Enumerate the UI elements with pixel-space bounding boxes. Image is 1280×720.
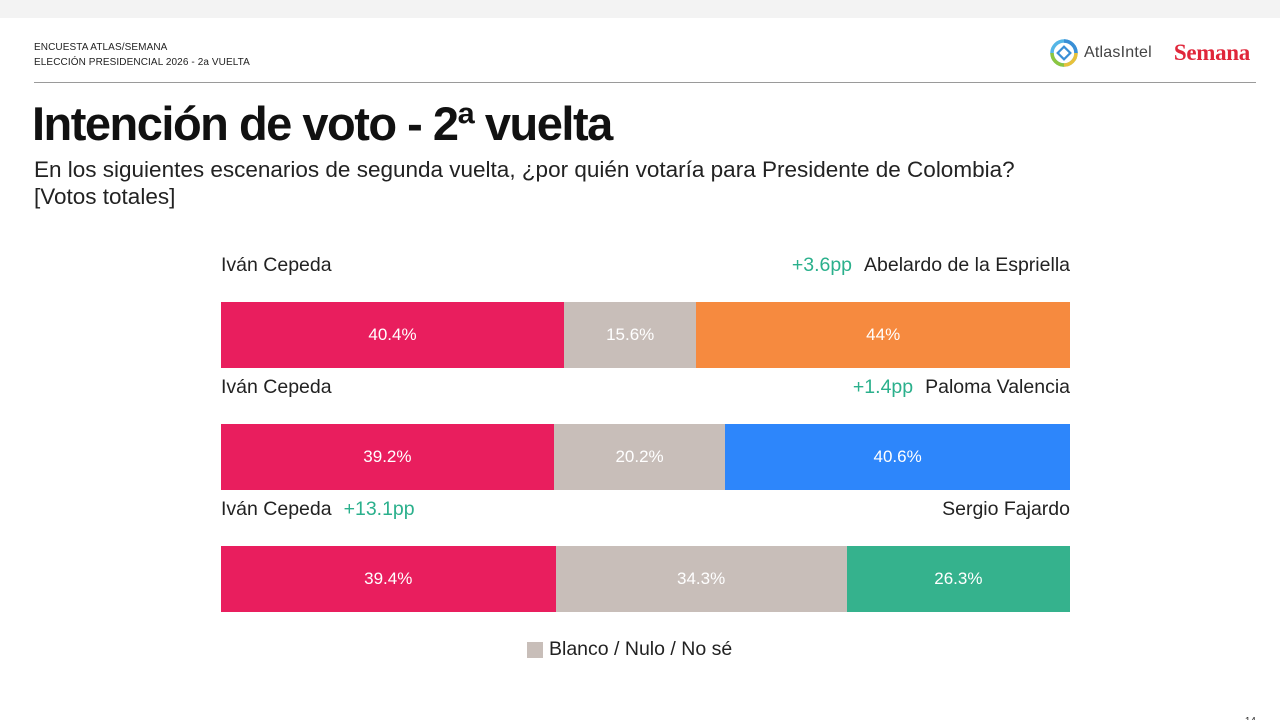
kicker: ENCUESTA ATLAS/SEMANA ELECCIÓN PRESIDENC…	[34, 40, 250, 70]
semana-logo: Semana	[1173, 40, 1250, 65]
lead-difference: +1.4pp	[852, 376, 914, 398]
legend-swatch-blank	[527, 641, 543, 658]
legend-label: Blanco / Nulo / No sé	[549, 638, 733, 660]
atlasintel-mark-icon	[1050, 39, 1078, 67]
lead-difference: +13.1pp	[343, 498, 415, 520]
scenario-labels: Iván Cepeda +1.4pp Paloma Valencia	[221, 372, 1070, 400]
bar-segment: 34.3%	[555, 546, 847, 612]
bar-value-label: 20.2%	[615, 447, 664, 466]
stacked-bar: 40.4% 15.6% 44%	[221, 302, 1070, 368]
header-divider	[34, 82, 1256, 83]
page-title: Intención de voto - 2ª vuelta	[32, 97, 613, 150]
lead-difference: +3.6pp	[791, 254, 853, 276]
candidate-right-name: Abelardo de la Espriella	[864, 254, 1070, 276]
bar-segment: 40.4%	[221, 302, 564, 368]
candidate-left-label: Iván Cepeda	[221, 254, 332, 277]
candidate-left-name: Iván Cepeda	[221, 254, 332, 276]
page-number: 14	[1245, 716, 1256, 720]
subtitle: En los siguientes escenarios de segunda …	[34, 156, 1015, 210]
bar-segment: 44%	[696, 302, 1070, 368]
bar-segment: 26.3%	[846, 546, 1070, 612]
stacked-bar: 39.2% 20.2% 40.6%	[221, 424, 1070, 490]
slide: ENCUESTA ATLAS/SEMANA ELECCIÓN PRESIDENC…	[0, 18, 1280, 720]
bar-value-label: 26.3%	[934, 569, 983, 588]
kicker-line-1: ENCUESTA ATLAS/SEMANA	[34, 42, 168, 53]
bar-value-label: 40.6%	[873, 447, 922, 466]
candidate-right-name: Paloma Valencia	[925, 376, 1070, 398]
kicker-line-2: ELECCIÓN PRESIDENCIAL 2026 - 2a VUELTA	[34, 57, 250, 68]
scenario-labels: Iván Cepeda +13.1pp Sergio Fajardo	[221, 494, 1070, 522]
stacked-bar: 39.4% 34.3% 26.3%	[221, 546, 1070, 612]
bar-value-label: 39.2%	[363, 447, 412, 466]
scenario-row: Iván Cepeda +1.4pp Paloma Valencia 39.2% 20.…	[221, 372, 1070, 490]
subtitle-question: En los siguientes escenarios de segunda …	[34, 157, 1015, 182]
candidate-left-label: Iván Cepeda +13.1pp	[221, 498, 415, 521]
scenario-row: Iván Cepeda +3.6pp Abelardo de la Espriell…	[221, 250, 1070, 368]
subtitle-note: [Votos totales]	[34, 184, 176, 209]
atlasintel-wordmark: AtlasIntel	[1084, 44, 1152, 61]
stacked-bar-chart: Iván Cepeda +3.6pp Abelardo de la Espriell…	[221, 250, 1070, 650]
bar-segment: 15.6%	[563, 302, 697, 368]
candidate-right-label: Sergio Fajardo	[942, 498, 1070, 521]
bar-value-label: 15.6%	[606, 325, 655, 344]
legend: Blanco / Nulo / No sé	[527, 638, 732, 661]
scenario-row: Iván Cepeda +13.1pp Sergio Fajardo 39.4% 34.…	[221, 494, 1070, 612]
bar-segment: 39.2%	[221, 424, 554, 490]
candidate-right-label: +3.6pp Abelardo de la Espriella	[792, 254, 1070, 277]
bar-segment: 39.4%	[221, 546, 556, 612]
bar-segment: 20.2%	[553, 424, 726, 490]
candidate-right-name: Sergio Fajardo	[942, 498, 1070, 520]
bar-segment: 40.6%	[725, 424, 1070, 490]
bar-value-label: 34.3%	[677, 569, 726, 588]
candidate-left-name: Iván Cepeda	[221, 498, 332, 520]
candidate-left-label: Iván Cepeda	[221, 376, 332, 399]
candidate-right-label: +1.4pp Paloma Valencia	[853, 376, 1070, 399]
scenario-labels: Iván Cepeda +3.6pp Abelardo de la Espriell…	[221, 250, 1070, 278]
bar-value-label: 44%	[866, 325, 901, 344]
logos: AtlasIntel Semana	[1050, 39, 1250, 67]
bar-value-label: 40.4%	[368, 325, 417, 344]
bar-value-label: 39.4%	[364, 569, 413, 588]
atlasintel-logo: AtlasIntel	[1050, 39, 1152, 67]
candidate-left-name: Iván Cepeda	[221, 376, 332, 398]
